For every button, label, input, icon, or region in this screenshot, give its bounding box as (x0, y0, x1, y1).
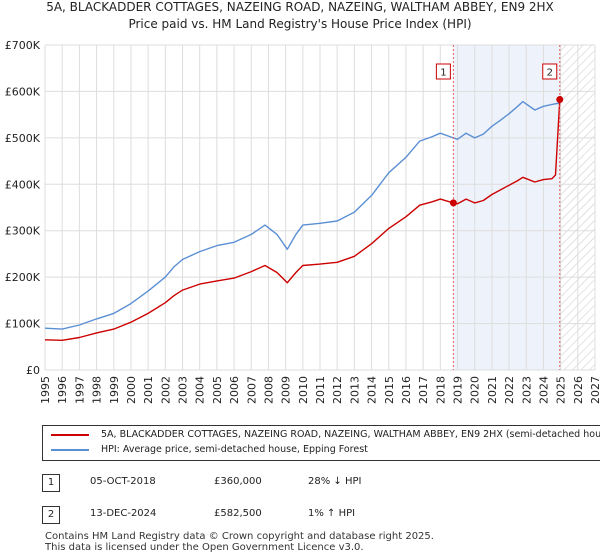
transaction-hpi-diff: 28% ↓ HPI (308, 476, 362, 487)
x-tick-label: 2010 (297, 376, 310, 404)
y-tick-label: £200K (5, 271, 41, 284)
sale-marker-box (435, 63, 451, 80)
x-tick-label: 2004 (194, 376, 207, 404)
x-tick-label: 1998 (91, 376, 104, 404)
transaction-price: £360,000 (214, 476, 262, 487)
sale-point (449, 199, 457, 207)
y-tick-label: £300K (5, 225, 41, 238)
x-tick-label: 1995 (39, 376, 52, 404)
footer-attribution: Contains HM Land Registry data © Crown c… (45, 531, 434, 553)
x-tick-label: 2005 (211, 376, 224, 404)
sale-point (556, 96, 564, 104)
legend-label-property: 5A, BLACKADDER COTTAGES, NAZEING ROAD, N… (101, 429, 600, 440)
x-tick-label: 2003 (177, 376, 190, 404)
x-tick-label: 2027 (589, 376, 600, 404)
x-tick-label: 2000 (125, 376, 138, 404)
x-tick-label: 1996 (56, 376, 69, 404)
legend: 5A, BLACKADDER COTTAGES, NAZEING ROAD, N… (42, 425, 600, 461)
x-tick-label: 2017 (417, 376, 430, 404)
transaction-hpi-diff: 1% ↑ HPI (308, 508, 356, 519)
footer-license: This data is licensed under the Open Gov… (45, 542, 364, 553)
y-tick-label: £400K (5, 178, 41, 191)
transaction-price: £582,500 (214, 508, 262, 519)
x-tick-label: 1999 (108, 376, 121, 404)
y-tick-label: £500K (5, 132, 41, 145)
x-tick-label: 2023 (520, 376, 533, 404)
x-tick-label: 2014 (366, 376, 379, 404)
x-tick-label: 2011 (314, 376, 327, 404)
sale-marker-label: 2 (547, 68, 553, 79)
transaction-date: 13-DEC-2024 (90, 508, 157, 519)
chart-title: 5A, BLACKADDER COTTAGES, NAZEING ROAD, N… (46, 0, 554, 14)
legend-swatch-hpi (51, 448, 89, 451)
sale-marker-box (542, 63, 558, 80)
x-tick-label: 2007 (245, 376, 258, 404)
chart-subtitle: Price paid vs. HM Land Registry's House … (128, 17, 472, 31)
x-tick-label: 2019 (452, 376, 465, 404)
y-tick-label: £600K (5, 85, 41, 98)
x-tick-label: 1997 (73, 376, 86, 404)
legend-label-hpi: HPI: Average price, semi-detached house,… (101, 444, 368, 455)
ownership-period-shading (453, 45, 560, 370)
x-tick-label: 2018 (434, 376, 447, 404)
x-tick-label: 2016 (400, 376, 413, 404)
property-price-line (45, 95, 562, 341)
y-tick-label: £700K (5, 39, 41, 52)
sale-marker-label: 1 (440, 68, 446, 79)
x-tick-label: 2026 (572, 376, 585, 404)
x-tick-label: 2006 (228, 376, 241, 404)
x-tick-label: 2022 (503, 376, 516, 404)
x-tick-label: 2013 (348, 376, 361, 404)
transaction-date: 05-OCT-2018 (90, 476, 156, 487)
x-tick-label: 2012 (331, 376, 344, 404)
x-tick-label: 2015 (383, 376, 396, 404)
legend-item-hpi: HPI: Average price, semi-detached house,… (51, 444, 368, 460)
x-tick-label: 2008 (262, 376, 275, 404)
hpi-line (45, 96, 562, 330)
x-tick-label: 2002 (159, 376, 172, 404)
x-tick-label: 2021 (486, 376, 499, 404)
legend-item-property: 5A, BLACKADDER COTTAGES, NAZEING ROAD, N… (51, 429, 600, 445)
x-tick-label: 2020 (469, 376, 482, 404)
y-tick-label: £100K (5, 318, 41, 331)
x-tick-label: 2024 (537, 376, 550, 404)
y-tick-label: £0 (26, 364, 40, 377)
x-tick-label: 2009 (280, 376, 293, 404)
transaction-number-badge: 1 (42, 474, 60, 492)
price-chart: 1 2 £0 £100K £200K £300K £400K £500K £600K £700K… (5, 39, 600, 404)
legend-swatch-property (51, 433, 89, 436)
x-tick-label: 2001 (142, 376, 155, 404)
footer-copyright: Contains HM Land Registry data © Crown c… (45, 531, 434, 542)
x-tick-label: 2025 (555, 376, 568, 404)
transaction-number-badge: 2 (42, 506, 60, 524)
